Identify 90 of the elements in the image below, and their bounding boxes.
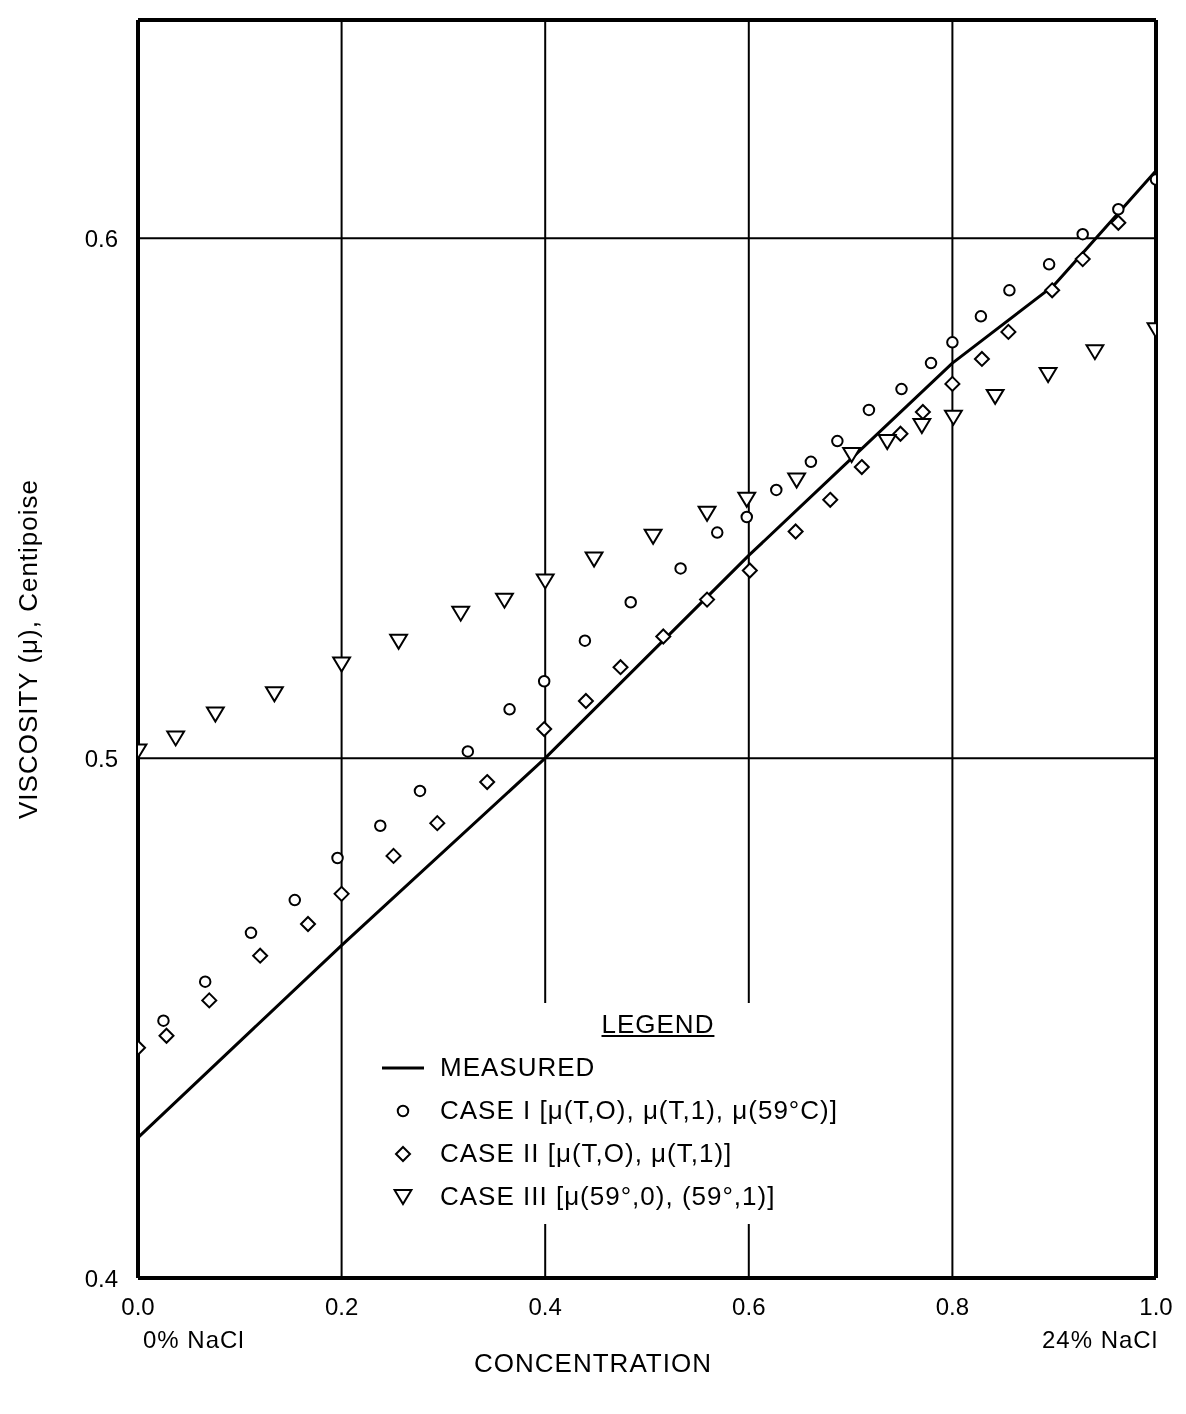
point <box>158 1027 175 1044</box>
x-tick-label: 0.6 <box>732 1293 766 1321</box>
point <box>831 434 844 448</box>
point <box>451 605 471 622</box>
point <box>877 434 897 451</box>
point <box>1042 258 1056 271</box>
point <box>535 573 555 590</box>
x-tick-label: 0.8 <box>935 1293 970 1321</box>
x-tick-label: 0.2 <box>324 1293 359 1321</box>
point <box>944 375 961 392</box>
point <box>1076 227 1089 241</box>
point <box>944 409 963 426</box>
point <box>385 847 402 864</box>
point <box>974 310 988 323</box>
point <box>985 388 1005 405</box>
point <box>1085 344 1105 361</box>
point <box>198 975 212 988</box>
point <box>973 350 990 367</box>
point <box>536 721 553 738</box>
point <box>612 659 629 676</box>
point <box>288 893 302 907</box>
text: 24% NaCl <box>1041 1326 1158 1354</box>
point <box>157 1014 170 1027</box>
legend-label: CASE I [μ(T,O), μ(T,1), μ(59°C)] <box>440 1095 838 1126</box>
x-tick-label: 0.0 <box>121 1293 155 1321</box>
point <box>265 686 284 703</box>
point <box>699 591 716 608</box>
point <box>674 562 687 575</box>
point <box>1003 284 1016 297</box>
point <box>578 634 592 647</box>
point <box>1110 214 1127 231</box>
point <box>244 926 258 940</box>
point <box>166 730 186 747</box>
point <box>770 483 783 497</box>
point <box>710 526 724 539</box>
point <box>331 851 344 865</box>
point <box>895 382 908 396</box>
point <box>374 819 387 832</box>
point <box>853 459 870 476</box>
point <box>479 774 496 791</box>
point <box>252 947 269 964</box>
point <box>740 510 754 524</box>
point <box>912 417 932 434</box>
x-tick-label: 0.4 <box>528 1293 562 1321</box>
x-tick-label: 1.0 <box>1139 1293 1173 1321</box>
legend-title: LEGEND <box>600 1009 716 1040</box>
point <box>946 336 959 349</box>
point <box>643 528 663 545</box>
legend-label: CASE III [μ(59°,0), (59°,1)] <box>440 1181 776 1212</box>
point <box>389 633 409 650</box>
point <box>429 815 446 832</box>
point <box>787 523 804 540</box>
point <box>892 425 909 442</box>
point <box>1044 282 1061 299</box>
text: 0% NaCl <box>143 1326 245 1354</box>
point <box>495 592 514 609</box>
point <box>577 692 594 709</box>
point <box>503 703 516 716</box>
point <box>697 505 717 522</box>
point <box>822 491 839 508</box>
point <box>1038 367 1058 384</box>
point <box>787 472 807 489</box>
point <box>737 491 757 508</box>
legend-label: MEASURED <box>440 1052 596 1083</box>
point <box>914 403 931 420</box>
point <box>413 784 427 798</box>
point <box>332 656 351 673</box>
point <box>537 674 551 688</box>
point <box>655 628 672 645</box>
point <box>1112 202 1125 216</box>
x-axis-title: CONCENTRATION <box>474 1348 712 1378</box>
legend-label: CASE II [μ(T,O), μ(T,1)] <box>440 1138 733 1169</box>
point <box>461 745 475 758</box>
point <box>862 403 876 417</box>
point <box>300 915 317 932</box>
point <box>924 356 938 370</box>
point <box>201 992 218 1009</box>
point <box>842 447 862 464</box>
point <box>1074 251 1091 268</box>
point <box>804 455 818 469</box>
point <box>205 706 225 723</box>
y-tick-label: 0.4 <box>84 1264 118 1292</box>
y-tick-label: 0.6 <box>84 224 118 252</box>
point <box>584 551 604 568</box>
point <box>624 595 637 609</box>
point <box>741 562 758 579</box>
y-tick-label: 0.5 <box>84 744 118 772</box>
point <box>333 885 350 902</box>
y-axis-title: VISCOSITY (μ), Centipoise <box>13 478 44 820</box>
point <box>1000 323 1017 340</box>
